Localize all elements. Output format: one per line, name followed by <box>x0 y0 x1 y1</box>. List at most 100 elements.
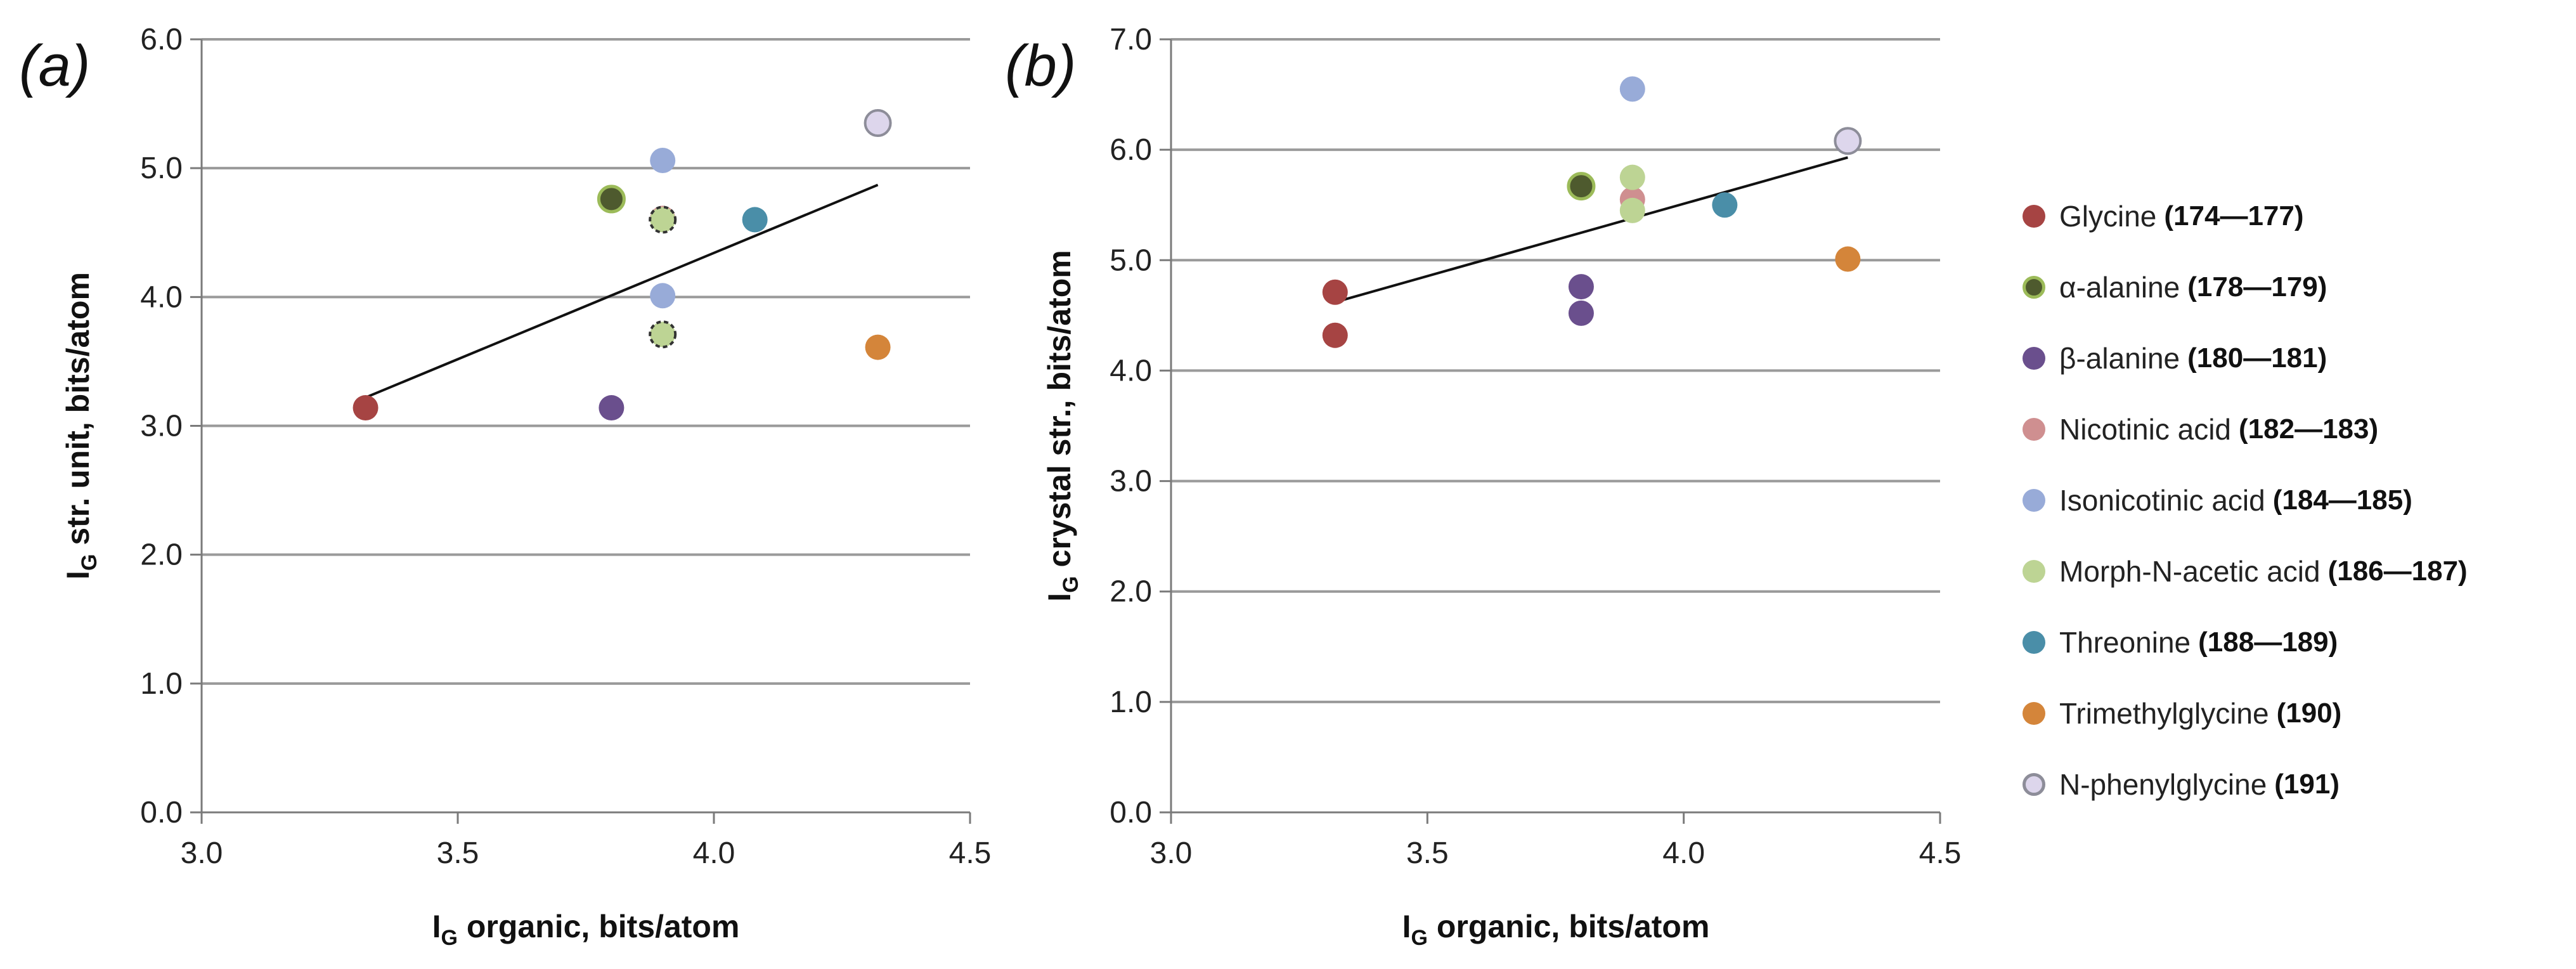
legend-marker <box>2023 418 2045 441</box>
legend-marker <box>2023 205 2045 228</box>
point-threonine <box>1712 192 1738 218</box>
x-tick-label: 4.5 <box>1919 836 1962 870</box>
x-tick-label: 4.5 <box>949 836 992 870</box>
legend-item: Trimethylglycine (190) <box>2023 678 2468 749</box>
x-tick-label: 3.5 <box>1406 836 1449 870</box>
panel-b-chart: 0.0 1.0 2.0 3.0 4.0 5.0 6.0 7.0 3.0 3.5 4.0 4.5 (b) I… <box>1005 23 1961 950</box>
legend-item: α-alanine (178—179) <box>2023 252 2468 323</box>
trendline <box>1335 156 1848 304</box>
panel-a-chart: 0.01.02.03.04.05.06.03.0 3.5 4.0 4.5(a)IG o… <box>19 23 991 950</box>
legend-item: Isonicotinic acid (184—185) <box>2023 465 2468 536</box>
x-axis-label: IG organic, bits/atom <box>1402 909 1710 950</box>
legend-marker <box>2023 489 2045 512</box>
trendline <box>365 183 879 399</box>
y-tick-label: 0.0 <box>140 796 183 829</box>
point-morph-n-acetic-acid <box>649 320 677 349</box>
legend-refs: (178—179) <box>2187 271 2327 302</box>
y-axis-label: IG str. unit, bits/atom <box>60 272 101 580</box>
point-trimethylglycine <box>1835 246 1861 272</box>
y-tick-label: 4.0 <box>1110 354 1152 387</box>
point-glycine <box>1322 322 1348 348</box>
y-axis-label-main: I <box>1042 593 1077 602</box>
legend-label: Morph-N-acetic acid <box>2059 555 2320 588</box>
legend-marker <box>2023 631 2045 654</box>
y-axis-label: IG crystal str., bits/atom <box>1042 250 1083 601</box>
legend-item: Morph-N-acetic acid (186—187) <box>2023 536 2468 607</box>
legend-label: Trimethylglycine <box>2059 697 2269 730</box>
point-morph-n-acetic-acid <box>649 205 677 234</box>
legend-marker <box>2023 276 2045 299</box>
point-beta-alanine <box>1568 300 1594 326</box>
x-tick-label: 4.0 <box>1662 836 1705 870</box>
x-axis-label-rest: organic, bits/atom <box>458 909 740 944</box>
y-axis-label-sub: G <box>77 554 101 571</box>
legend-label: α-alanine <box>2059 271 2180 304</box>
point-morph-n-acetic-acid <box>1619 197 1645 223</box>
y-tick-label: 4.0 <box>140 280 183 314</box>
legend: Glycine (174—177) α-alanine (178—179) β-alan… <box>2023 181 2468 820</box>
legend-refs: (174—177) <box>2164 200 2304 231</box>
point-glycine <box>1322 279 1348 305</box>
x-axis-label-main: I <box>432 909 441 944</box>
legend-refs: (190) <box>2276 698 2342 729</box>
legend-refs: (186—187) <box>2327 556 2468 587</box>
y-tick-label: 3.0 <box>1110 465 1152 498</box>
x-tick-label: 3.0 <box>181 836 223 870</box>
y-axis-label-main: I <box>60 571 96 580</box>
point-morph-n-acetic-acid <box>1619 164 1645 190</box>
panel-label: (b) <box>1005 34 1076 98</box>
legend-label: N-phenylglycine <box>2059 768 2267 801</box>
y-tick-label: 1.0 <box>1110 686 1152 719</box>
legend-item: β-alanine (180—181) <box>2023 323 2468 394</box>
x-axis-label-rest: organic, bits/atom <box>1428 909 1710 944</box>
legend-marker <box>2023 773 2045 796</box>
y-tick-label: 1.0 <box>140 667 183 701</box>
y-axis-label-rest: crystal str., bits/atom <box>1042 250 1077 576</box>
legend-marker <box>2023 560 2045 583</box>
x-axis-label-main: I <box>1402 909 1411 944</box>
legend-item: Nicotinic acid (182—183) <box>2023 394 2468 465</box>
y-axis-label-rest: str. unit, bits/atom <box>60 272 96 554</box>
point-isonicotinic-acid <box>1619 76 1645 102</box>
x-axis-label-sub: G <box>441 926 457 950</box>
x-axis-label-sub: G <box>1411 926 1427 950</box>
x-tick-label: 3.5 <box>437 836 479 870</box>
point-threonine <box>742 207 768 233</box>
point-isonicotinic-acid <box>650 147 676 173</box>
point-trimethylglycine <box>865 334 891 360</box>
point-n-phenylglycine <box>1834 127 1862 155</box>
point-alpha-alanine <box>1567 172 1596 201</box>
y-tick-label: 0.0 <box>1110 796 1152 829</box>
y-tick-label: 5.0 <box>140 152 183 185</box>
y-tick-label: 2.0 <box>1110 575 1152 609</box>
legend-label: Nicotinic acid <box>2059 413 2231 446</box>
y-tick-label: 2.0 <box>140 538 183 572</box>
legend-marker <box>2023 702 2045 725</box>
y-tick-label: 3.0 <box>140 410 183 443</box>
point-n-phenylglycine <box>864 109 892 138</box>
legend-refs: (191) <box>2274 769 2340 800</box>
point-alpha-alanine <box>597 185 626 214</box>
y-tick-label: 6.0 <box>1110 133 1152 167</box>
legend-refs: (180—181) <box>2187 342 2327 374</box>
panel-label: (a) <box>19 34 90 98</box>
legend-refs: (188—189) <box>2198 627 2338 658</box>
legend-item: Threonine (188—189) <box>2023 607 2468 678</box>
legend-item: N-phenylglycine (191) <box>2023 749 2468 820</box>
y-tick-label: 6.0 <box>140 23 183 56</box>
legend-item: Glycine (174—177) <box>2023 181 2468 252</box>
x-axis-label: IG organic, bits/atom <box>432 909 740 950</box>
legend-label: Threonine <box>2059 626 2191 659</box>
point-beta-alanine <box>599 395 625 421</box>
y-axis-label-sub: G <box>1059 576 1083 592</box>
point-beta-alanine <box>1568 274 1594 300</box>
x-tick-label: 3.0 <box>1150 836 1193 870</box>
point-glycine <box>353 395 379 421</box>
legend-label: β-alanine <box>2059 342 2180 375</box>
y-tick-label: 5.0 <box>1110 244 1152 277</box>
legend-label: Glycine <box>2059 200 2157 233</box>
legend-marker <box>2023 347 2045 370</box>
x-tick-label: 4.0 <box>693 836 735 870</box>
legend-refs: (182—183) <box>2239 413 2379 445</box>
